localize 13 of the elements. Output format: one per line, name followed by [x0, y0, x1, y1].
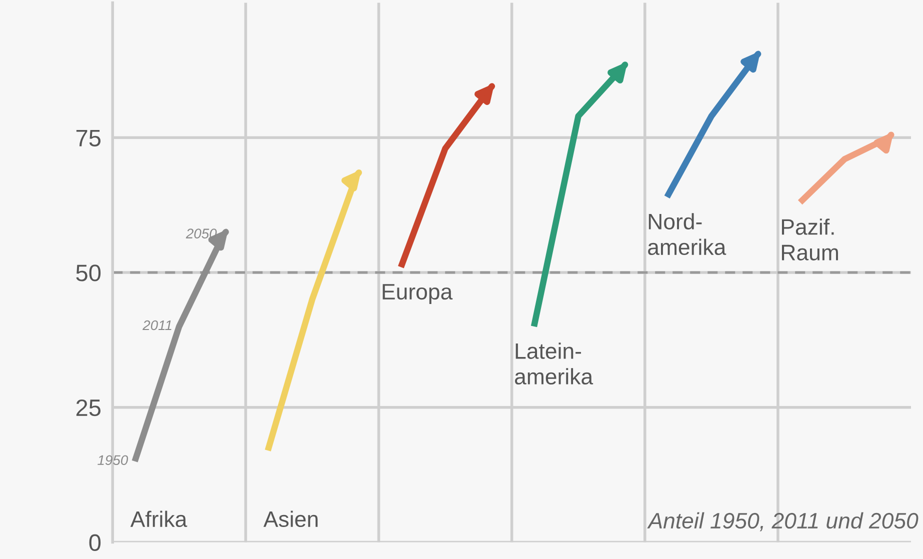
annotation: 1950 — [98, 455, 128, 466]
y-tick-label: 0 — [89, 534, 101, 552]
series-label: Latein- amerika — [514, 342, 594, 385]
text: Afrika — [130, 510, 188, 528]
series-label: Pazif. Raum — [782, 218, 838, 260]
series-label: Europa — [382, 284, 453, 304]
y-tick-label: 75 — [76, 130, 101, 146]
annotation: 2011 — [142, 320, 172, 330]
series-label: Nord- amerika — [648, 213, 726, 256]
annotation: Anteil 1950, 2011 und 2050 — [647, 512, 918, 532]
y-tick-label: 25 — [76, 399, 101, 416]
y-tick-label: 50 — [76, 264, 101, 282]
text: Asien — [263, 510, 318, 528]
